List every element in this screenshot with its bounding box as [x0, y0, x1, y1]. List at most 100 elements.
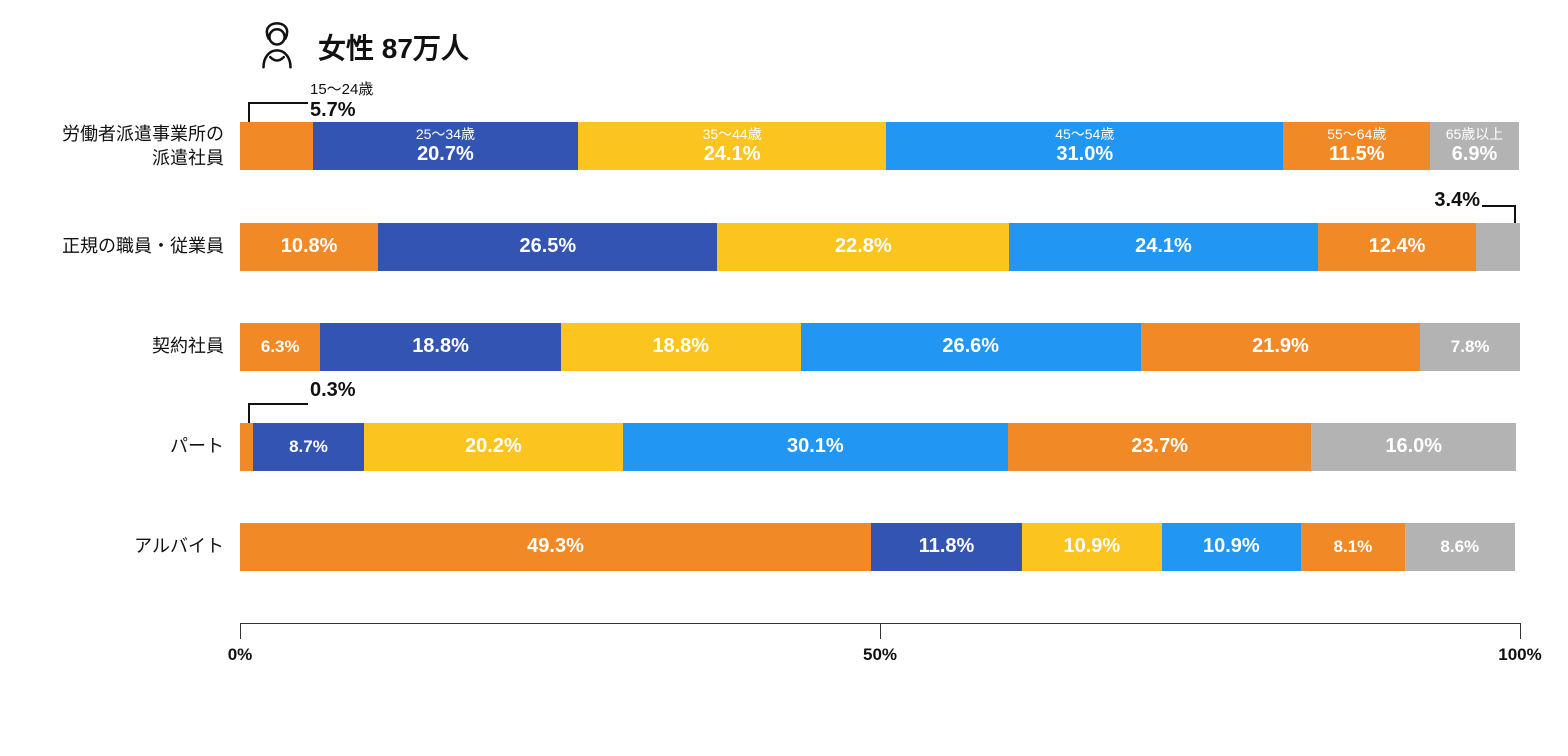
callout-leader	[1482, 205, 1516, 207]
bar-segment: 20.2%	[364, 423, 623, 471]
chart-title: 女性 87万人	[318, 27, 469, 67]
segment-value: 18.8%	[412, 335, 469, 358]
bar-segment: 24.1%	[1009, 223, 1317, 271]
bar-segment: 18.8%	[561, 323, 801, 371]
chart-row: 労働者派遣事業所の 派遣社員25～34歳20.7%35～44歳24.1%45～5…	[40, 122, 1520, 171]
segment-value: 10.9%	[1063, 535, 1120, 558]
chart-header: 女性 87万人	[250, 20, 1520, 74]
bar-segment: 45～54歳31.0%	[886, 122, 1283, 170]
segment-value: 6.9%	[1452, 143, 1498, 166]
bar-segment: 26.5%	[378, 223, 717, 271]
bar-segment	[240, 122, 313, 170]
bar-segment: 23.7%	[1008, 423, 1311, 471]
row-label: 契約社員	[40, 334, 240, 358]
segment-value: 24.1%	[1135, 235, 1192, 258]
bar-segment: 18.8%	[320, 323, 560, 371]
bar-segment: 25～34歳20.7%	[313, 122, 578, 170]
segment-value: 16.0%	[1385, 435, 1442, 458]
bar-segment: 12.4%	[1318, 223, 1477, 271]
bar-segment: 10.9%	[1162, 523, 1302, 571]
stacked-bar: 49.3% 11.8% 10.9% 10.9% 8.1% 8.6%	[240, 523, 1520, 571]
bar-segment: 55～64歳11.5%	[1283, 122, 1430, 170]
bar-segment	[1476, 223, 1520, 271]
segment-age-label: 55～64歳	[1327, 126, 1386, 142]
stacked-bar: 25～34歳20.7%35～44歳24.1%45～54歳31.0%55～64歳1…	[240, 122, 1520, 170]
segment-value: 12.4%	[1369, 235, 1426, 258]
segment-value: 6.3%	[261, 337, 300, 357]
segment-value: 7.8%	[1451, 337, 1490, 357]
callout-age: 15～24歳	[310, 78, 373, 99]
axis-tick	[880, 623, 881, 639]
bar-segment: 35～44歳24.1%	[578, 122, 886, 170]
segment-value: 11.5%	[1329, 143, 1385, 166]
callout-value: 0.3%	[310, 379, 356, 402]
callout-label: 3.4%	[1434, 189, 1480, 212]
row-label: パート	[40, 434, 240, 458]
bar-segment: 7.8%	[1420, 323, 1520, 371]
row-label: 正規の職員・従業員	[40, 234, 240, 258]
bar-segment: 30.1%	[623, 423, 1008, 471]
bar-segment: 16.0%	[1311, 423, 1516, 471]
bar-segment: 26.6%	[801, 323, 1141, 371]
bar-segment: 10.9%	[1022, 523, 1162, 571]
axis-tick	[240, 623, 241, 639]
segment-age-label: 45～54歳	[1055, 126, 1114, 142]
segment-value: 30.1%	[787, 435, 844, 458]
segment-value: 22.8%	[835, 235, 892, 258]
chart-row: 契約社員 6.3% 18.8% 18.8% 26.6% 21.9% 7.8%	[40, 323, 1520, 371]
segment-value: 31.0%	[1056, 143, 1113, 166]
segment-value: 18.8%	[652, 335, 709, 358]
segment-age-label: 65歳以上	[1446, 126, 1504, 142]
bar-segment: 10.8%	[240, 223, 378, 271]
segment-value: 23.7%	[1131, 435, 1188, 458]
row-label: 労働者派遣事業所の 派遣社員	[40, 122, 240, 171]
axis-label: 0%	[228, 645, 253, 665]
segment-value: 24.1%	[704, 143, 761, 166]
callout-leader	[248, 102, 308, 104]
segment-value: 26.6%	[942, 335, 999, 358]
bar-segment: 6.3%	[240, 323, 320, 371]
stacked-bar: 6.3% 18.8% 18.8% 26.6% 21.9% 7.8%	[240, 323, 1520, 371]
chart-row: パート8.7%20.2%30.1%23.7%16.0%0.3%	[40, 423, 1520, 471]
callout-leader	[248, 102, 250, 122]
chart-row: アルバイト 49.3% 11.8% 10.9% 10.9% 8.1% 8.6%	[40, 523, 1520, 571]
bar-segment: 49.3%	[240, 523, 871, 571]
axis-tick	[1520, 623, 1521, 639]
segment-value: 10.9%	[1203, 535, 1260, 558]
bar-segment: 22.8%	[717, 223, 1009, 271]
bar-segment: 8.7%	[253, 423, 364, 471]
segment-age-label: 35～44歳	[703, 126, 762, 142]
segment-value: 11.8%	[919, 535, 975, 558]
axis-label: 50%	[863, 645, 897, 665]
callout-leader	[1514, 205, 1516, 223]
callout-label: 0.3%	[310, 379, 356, 402]
segment-value: 20.2%	[465, 435, 522, 458]
bar-segment: 8.6%	[1405, 523, 1515, 571]
segment-value: 10.8%	[281, 235, 338, 258]
callout-label: 15～24歳5.7%	[310, 78, 373, 122]
segment-value: 26.5%	[519, 235, 576, 258]
bar-segment	[240, 423, 253, 471]
x-axis: 0% 50% 100%	[240, 623, 1520, 669]
callout-leader	[248, 403, 308, 405]
bar-segment: 11.8%	[871, 523, 1022, 571]
bar-segment: 21.9%	[1141, 323, 1421, 371]
segment-value: 8.6%	[1440, 537, 1479, 557]
bar-segment: 8.1%	[1301, 523, 1405, 571]
segment-value: 21.9%	[1252, 335, 1309, 358]
chart-row: 正規の職員・従業員10.8%26.5%22.8%24.1%12.4%3.4%	[40, 223, 1520, 271]
stacked-bar: 10.8%26.5%22.8%24.1%12.4%3.4%	[240, 223, 1520, 271]
axis-label: 100%	[1498, 645, 1541, 665]
segment-value: 49.3%	[527, 535, 584, 558]
stacked-bar: 8.7%20.2%30.1%23.7%16.0%0.3%	[240, 423, 1520, 471]
callout-leader	[248, 403, 250, 423]
callout-value: 3.4%	[1434, 189, 1480, 212]
segment-age-label: 25～34歳	[416, 126, 475, 142]
woman-icon	[250, 20, 304, 74]
bar-segment: 65歳以上6.9%	[1430, 122, 1518, 170]
callout-value: 5.7%	[310, 99, 373, 122]
row-label: アルバイト	[40, 534, 240, 558]
segment-value: 8.7%	[289, 437, 328, 457]
segment-value: 8.1%	[1334, 537, 1373, 557]
chart-rows: 労働者派遣事業所の 派遣社員25～34歳20.7%35～44歳24.1%45～5…	[40, 122, 1520, 571]
